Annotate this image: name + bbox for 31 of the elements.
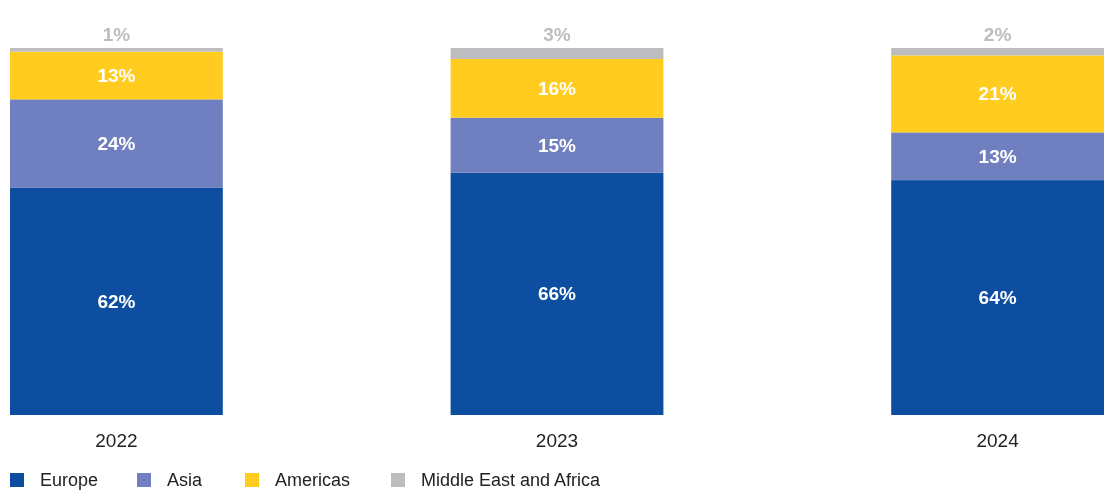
data-label: 66% bbox=[537, 283, 577, 305]
data-label: 1% bbox=[102, 23, 131, 45]
bar bbox=[10, 99, 223, 188]
bar bbox=[450, 59, 664, 118]
bar bbox=[891, 55, 1104, 133]
bar bbox=[891, 180, 1104, 415]
legend-label: Middle East and Africa bbox=[421, 470, 602, 490]
bar bbox=[10, 51, 223, 100]
data-label: 13% bbox=[978, 145, 1017, 167]
data-label: 62% bbox=[97, 290, 136, 312]
data-label: 2% bbox=[983, 23, 1012, 45]
data-label: 21% bbox=[978, 83, 1017, 105]
data-label: 15% bbox=[537, 134, 577, 156]
legend-label: Europe bbox=[40, 470, 99, 490]
data-label: 3% bbox=[543, 23, 571, 45]
data-label: 16% bbox=[537, 77, 577, 99]
data-label: 24% bbox=[97, 132, 136, 154]
bar bbox=[450, 117, 664, 173]
legend-label: Americas bbox=[275, 470, 351, 490]
x-tick-label: 2023 bbox=[535, 429, 579, 451]
x-tick-label: 2022 bbox=[95, 429, 138, 451]
x-tick-label: 2024 bbox=[976, 429, 1020, 451]
data-label: 64% bbox=[978, 287, 1017, 309]
data-label: 13% bbox=[97, 65, 136, 87]
bar bbox=[10, 48, 223, 52]
legend-label: Asia bbox=[167, 470, 203, 490]
bar bbox=[891, 132, 1104, 181]
bar bbox=[10, 187, 223, 415]
bar bbox=[450, 172, 664, 415]
bar bbox=[891, 48, 1104, 56]
bar bbox=[450, 48, 664, 60]
